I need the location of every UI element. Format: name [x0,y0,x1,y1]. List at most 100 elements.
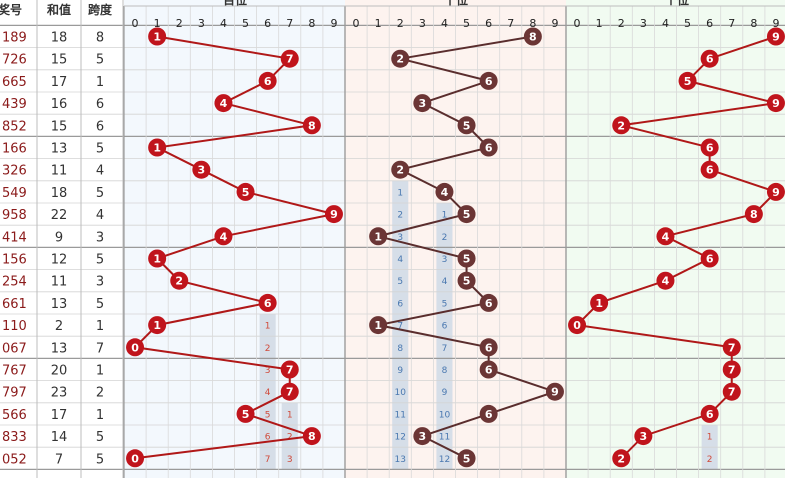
info-bg [0,0,124,478]
draw-span: 5 [96,297,104,312]
digit-label: 6 [264,17,271,30]
ball-digit: 8 [529,31,537,44]
ball [678,71,697,90]
digit-label: 5 [242,17,249,30]
ball-digit: 1 [153,253,161,266]
ball [236,404,255,423]
draw-number: 661 [2,297,27,312]
miss-count: 1 [287,410,293,420]
ball-digit: 0 [131,452,139,465]
digit-label: 4 [220,17,227,30]
ball [258,293,277,312]
ball [324,205,343,224]
miss-bar [392,203,409,226]
ball-digit: 8 [308,119,316,132]
ball [258,71,277,90]
ball-digit: 8 [308,430,316,443]
miss-count: 3 [287,455,293,465]
ball-digit: 6 [706,164,714,177]
miss-bar [259,380,276,403]
miss-count: 2 [397,211,403,221]
ball [722,338,741,357]
miss-count: 1 [442,211,448,221]
miss-bar [392,380,409,403]
ball-digit: 5 [463,208,471,221]
miss-bar [259,314,276,337]
miss-bar [281,447,298,470]
draw-number: 767 [2,364,27,379]
digit-label: 5 [463,17,470,30]
ball [280,382,299,401]
miss-count: 4 [397,255,403,265]
ball-digit: 6 [706,408,714,421]
header-number: 奖号 [0,2,22,17]
ball [413,427,432,446]
draw-number: 052 [2,452,27,467]
draw-sum: 18 [51,31,68,46]
ball [148,316,167,335]
ball [479,360,498,379]
draw-span: 7 [96,341,104,356]
miss-count: 1 [397,188,403,198]
ball [479,293,498,312]
draw-number: 067 [2,341,27,356]
miss-bar [701,425,718,448]
miss-count: 11 [395,410,406,420]
ball-digit: 6 [485,297,493,310]
ball [700,404,719,423]
ball [214,227,233,246]
miss-bar [436,336,453,359]
miss-count: 2 [442,233,448,243]
ball [413,94,432,113]
draw-number: 189 [2,31,27,46]
ball [457,449,476,468]
ball-digit: 7 [728,364,736,377]
digit-label: 5 [684,17,691,30]
miss-count: 9 [442,388,448,398]
digit-label: 9 [551,17,558,30]
miss-count: 6 [265,433,271,443]
draw-span: 8 [96,31,104,46]
ball-digit: 4 [220,230,228,243]
ball [126,338,145,357]
draw-span: 5 [96,53,104,68]
ball [236,182,255,201]
miss-bar [436,380,453,403]
miss-count: 13 [395,455,406,465]
ball [280,360,299,379]
miss-count: 5 [442,299,448,309]
ball [479,338,498,357]
miss-count: 7 [265,455,271,465]
draw-span: 5 [96,186,104,201]
digit-label: 1 [375,17,382,30]
miss-count: 6 [397,299,403,309]
ball [457,205,476,224]
miss-count: 12 [439,455,450,465]
draw-number: 726 [2,53,27,68]
draw-sum: 23 [51,386,68,401]
panel-bg [566,0,785,478]
miss-bar [392,447,409,470]
miss-bars [259,180,718,470]
draw-sum: 20 [51,364,68,379]
miss-count: 8 [397,344,403,354]
draw-sum: 13 [51,142,68,157]
digit-label: 0 [574,17,581,30]
draw-span: 1 [96,75,104,90]
ball-digit: 1 [153,142,161,155]
miss-count: 11 [439,433,450,443]
ball-digit: 8 [750,208,758,221]
draw-sum: 13 [51,297,68,312]
draw-number: 110 [2,319,27,334]
ball [126,449,145,468]
digit-label: 8 [750,17,757,30]
ball [656,271,675,290]
ball [148,138,167,157]
miss-count: 2 [287,433,293,443]
ball [766,27,785,46]
digit-label: 6 [485,17,492,30]
ball-digit: 6 [706,253,714,266]
ball [744,205,763,224]
miss-bar [436,447,453,470]
